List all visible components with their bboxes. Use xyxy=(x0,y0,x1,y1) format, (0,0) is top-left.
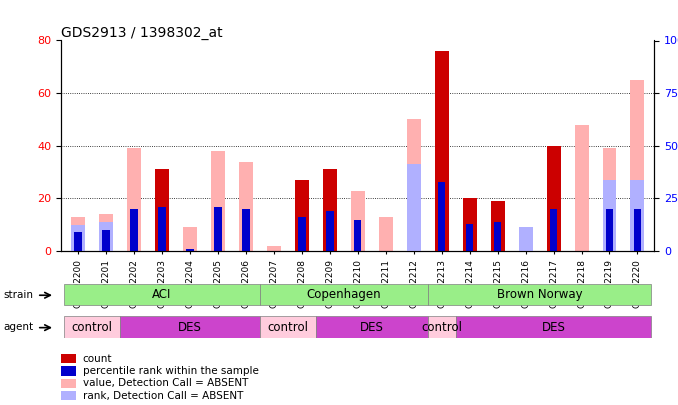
Bar xyxy=(64,316,120,338)
Bar xyxy=(519,232,532,251)
Bar xyxy=(354,220,361,251)
Bar xyxy=(298,217,306,251)
Text: percentile rank within the sample: percentile rank within the sample xyxy=(83,366,258,376)
Bar xyxy=(428,316,456,338)
Bar xyxy=(428,284,652,305)
Bar xyxy=(491,201,504,251)
Bar xyxy=(295,180,308,251)
Bar xyxy=(239,162,253,251)
Bar xyxy=(550,209,557,251)
Bar xyxy=(99,222,113,251)
Bar xyxy=(631,80,645,251)
Text: DES: DES xyxy=(178,320,201,334)
Text: DES: DES xyxy=(360,320,384,334)
Text: Copenhagen: Copenhagen xyxy=(306,288,381,301)
Bar xyxy=(127,149,141,251)
Bar xyxy=(456,316,652,338)
Bar xyxy=(603,180,616,251)
Bar xyxy=(631,180,645,251)
Bar xyxy=(438,181,445,251)
Bar xyxy=(61,354,76,363)
Bar xyxy=(634,209,641,251)
Text: strain: strain xyxy=(3,290,33,300)
Bar xyxy=(74,232,81,251)
Text: control: control xyxy=(421,320,462,334)
Bar xyxy=(407,119,420,251)
Text: DES: DES xyxy=(542,320,565,334)
Bar xyxy=(435,51,449,251)
Bar xyxy=(71,217,85,251)
Bar xyxy=(102,230,110,251)
Bar xyxy=(326,211,334,251)
Bar xyxy=(120,316,260,338)
Text: control: control xyxy=(267,320,308,334)
Bar xyxy=(260,284,428,305)
Bar xyxy=(61,379,76,388)
Bar xyxy=(378,217,393,251)
Bar xyxy=(99,214,113,251)
Bar xyxy=(64,284,260,305)
Bar xyxy=(183,228,197,251)
Bar xyxy=(494,222,502,251)
Text: ACI: ACI xyxy=(152,288,172,301)
Text: count: count xyxy=(83,354,113,364)
Bar xyxy=(61,391,76,401)
Bar xyxy=(242,209,250,251)
Bar xyxy=(211,151,224,251)
Bar xyxy=(61,367,76,375)
Text: value, Detection Call = ABSENT: value, Detection Call = ABSENT xyxy=(83,378,248,388)
Bar xyxy=(603,149,616,251)
Bar xyxy=(260,316,316,338)
Bar xyxy=(71,225,85,251)
Text: GDS2913 / 1398302_at: GDS2913 / 1398302_at xyxy=(61,26,222,40)
Bar xyxy=(605,209,614,251)
Bar xyxy=(546,146,561,251)
Bar xyxy=(466,224,473,251)
Bar xyxy=(351,190,365,251)
Bar xyxy=(323,169,337,251)
Bar xyxy=(462,198,477,251)
Bar xyxy=(519,228,532,251)
Text: agent: agent xyxy=(3,322,33,332)
Bar xyxy=(316,316,428,338)
Bar xyxy=(214,207,222,251)
Bar xyxy=(186,249,194,251)
Text: Brown Norway: Brown Norway xyxy=(497,288,582,301)
Bar xyxy=(266,246,281,251)
Bar xyxy=(574,125,589,251)
Text: control: control xyxy=(71,320,113,334)
Bar xyxy=(155,169,169,251)
Text: rank, Detection Call = ABSENT: rank, Detection Call = ABSENT xyxy=(83,391,243,401)
Bar xyxy=(130,209,138,251)
Bar xyxy=(158,207,165,251)
Bar xyxy=(407,164,420,251)
